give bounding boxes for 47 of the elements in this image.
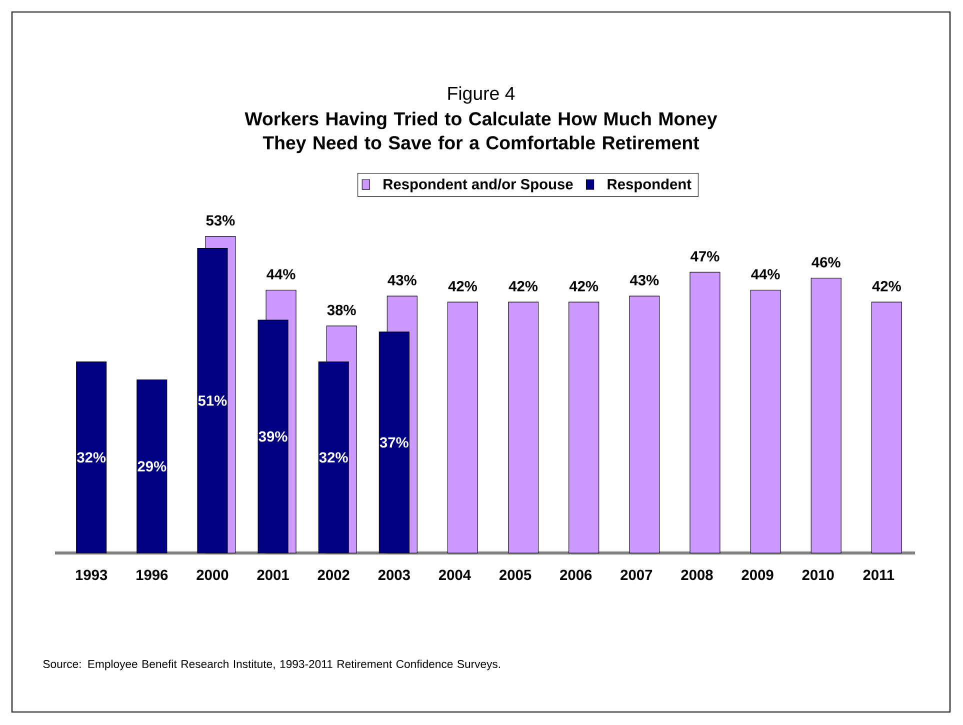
data-label: 32% <box>77 452 106 463</box>
bar <box>508 302 539 554</box>
x-tick-label: 2010 <box>802 570 834 580</box>
legend-label: Respondent <box>608 178 692 192</box>
data-label: 39% <box>258 431 288 442</box>
x-tick-label: 2002 <box>318 570 350 580</box>
bar <box>447 302 478 554</box>
x-tick-label: 1996 <box>136 570 168 580</box>
data-label: 42% <box>569 281 598 292</box>
bar <box>568 302 600 554</box>
x-tick-label: 2004 <box>438 570 471 580</box>
chart-title: Figure 4 <box>448 86 515 104</box>
source-note: Source: Employee Benefit Research Institute, 1993-2011 Retirement Confidence Surveys. <box>43 660 500 670</box>
x-tick-label: 2003 <box>378 570 410 580</box>
data-label: 42% <box>448 281 478 292</box>
x-tick-label: 2009 <box>742 570 774 580</box>
x-tick-label: 2008 <box>681 570 713 580</box>
legend-label: Respondent and/or Spouse <box>384 178 573 192</box>
data-label: 42% <box>872 281 901 292</box>
x-tick-label: 2005 <box>499 570 532 580</box>
data-label: 42% <box>508 281 538 292</box>
data-label: 46% <box>812 257 840 268</box>
data-label: 29% <box>138 461 166 472</box>
data-label: 37% <box>380 437 408 448</box>
chart-subtitle: Workers Having Tried to Calculate How Much Money They Need to Save for a Comfortable Retirement <box>244 112 718 154</box>
bar <box>810 278 842 554</box>
data-label: 32% <box>319 452 348 463</box>
x-tick-label: 2006 <box>560 570 592 580</box>
data-label: 47% <box>690 251 720 262</box>
x-tick-label: 1993 <box>76 570 108 580</box>
data-label: 38% <box>327 304 356 316</box>
bar <box>690 272 720 554</box>
data-label: 53% <box>206 215 235 226</box>
x-tick-label: 2001 <box>257 570 289 580</box>
bar <box>76 362 107 554</box>
data-label: 43% <box>388 274 416 286</box>
data-label: 44% <box>751 269 780 280</box>
data-label: 44% <box>266 269 296 280</box>
bar <box>629 296 660 554</box>
x-tick-label: 2000 <box>196 570 228 580</box>
data-label: 51% <box>198 395 227 406</box>
bar <box>136 379 168 554</box>
x-tick-label: 2007 <box>620 570 652 580</box>
data-label: 43% <box>630 274 659 286</box>
x-tick-label: 2011 <box>863 570 894 580</box>
bar <box>750 290 781 554</box>
bar <box>871 302 902 554</box>
